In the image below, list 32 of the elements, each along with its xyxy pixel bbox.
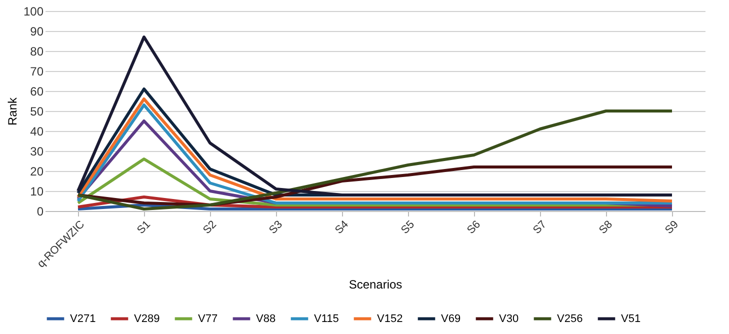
y-tick-label: 20 [30,164,44,178]
x-tick-label: S7 [530,218,549,237]
legend-label: V289 [134,312,160,325]
x-tick-label: S3 [266,218,285,237]
x-tick-label: S5 [398,218,417,237]
y-tick-label: 100 [23,4,44,18]
legend-label: V69 [441,312,461,325]
legend-label: V256 [557,312,583,325]
y-tick-label: 60 [30,84,44,98]
y-tick-label: 80 [30,44,44,58]
y-tick-label: 40 [30,124,44,138]
x-tick-label: S2 [200,218,219,237]
legend-label: V77 [198,312,218,325]
legend-label: V271 [70,312,96,325]
x-tick-label: S6 [464,218,483,237]
y-axis-title: Rank [5,96,20,126]
legend-label: V152 [377,312,403,325]
y-tick-label: 90 [30,24,44,38]
y-tick-label: 0 [36,204,44,218]
legend-label: V115 [314,312,339,325]
legend-label: V51 [621,312,641,325]
x-tick-label: S9 [662,218,681,237]
x-tick-label: S1 [134,218,153,237]
x-tick-label: S8 [596,218,615,237]
legend-label: V88 [256,312,276,325]
y-tick-label: 30 [30,144,44,158]
y-tick-label: 50 [30,104,44,118]
y-tick-label: 70 [30,64,44,78]
y-tick-label: 10 [30,184,44,198]
x-tick-label: S4 [332,218,351,237]
legend-label: V30 [499,312,519,325]
x-axis-title: Scenarios [348,277,402,292]
